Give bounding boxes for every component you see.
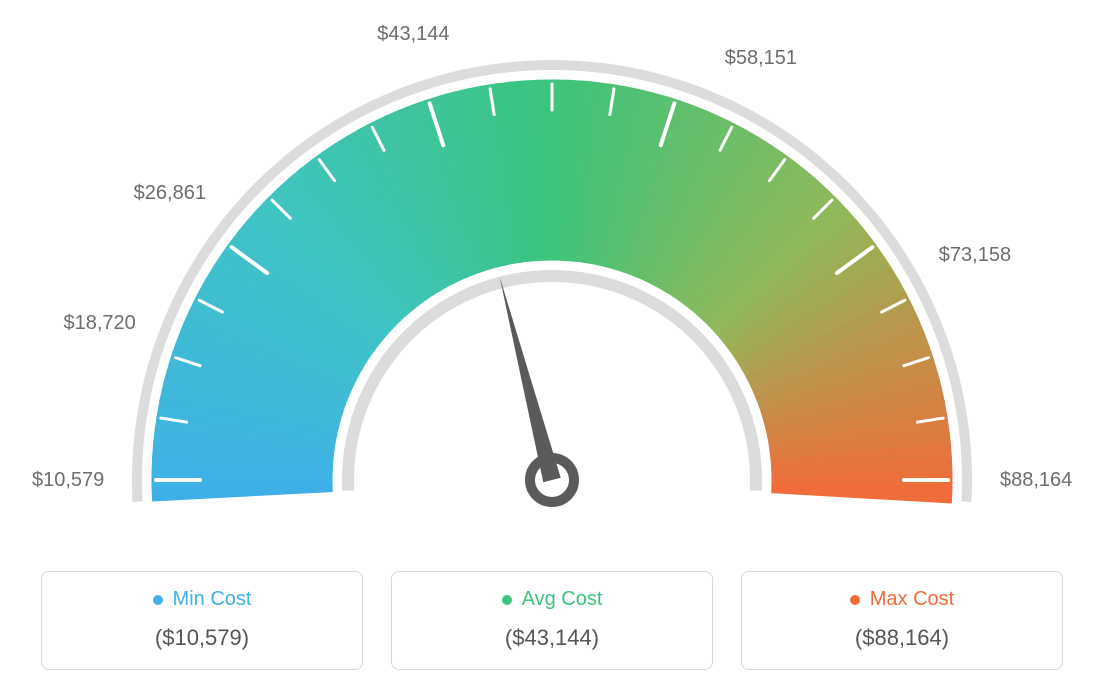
legend-title: Max Cost [742,588,1062,611]
legend-card: Max Cost ($88,164) [741,571,1063,670]
gauge-tick-label: $58,151 [725,47,797,70]
legend-value: ($43,144) [392,625,712,651]
gauge-tick-label: $88,164 [1000,469,1072,492]
gauge-tick-label: $26,861 [134,182,206,205]
legend-label: Avg Cost [522,588,603,611]
legend-dot-icon [502,595,512,605]
legend-value: ($10,579) [42,625,362,651]
legend-card: Min Cost ($10,579) [41,571,363,670]
gauge-chart [0,20,1104,540]
gauge-tick-label: $10,579 [32,469,104,492]
gauge-tick-label: $73,158 [939,244,1011,267]
legend: Min Cost ($10,579) Avg Cost ($43,144) Max Co… [0,571,1104,670]
legend-card: Avg Cost ($43,144) [391,571,713,670]
gauge-tick-label: $18,720 [63,312,135,335]
legend-value: ($88,164) [742,625,1062,651]
legend-dot-icon [850,595,860,605]
legend-label: Max Cost [870,588,954,611]
gauge-container: $10,579 $18,720 $26,861 $43,144 $58,151 $73,1… [0,20,1104,540]
legend-title: Avg Cost [392,588,712,611]
gauge-tick-label: $43,144 [377,23,449,46]
chart-wrapper: $10,579 $18,720 $26,861 $43,144 $58,151 $73,1… [0,0,1104,690]
legend-dot-icon [153,595,163,605]
legend-title: Min Cost [42,588,362,611]
legend-label: Min Cost [173,588,252,611]
